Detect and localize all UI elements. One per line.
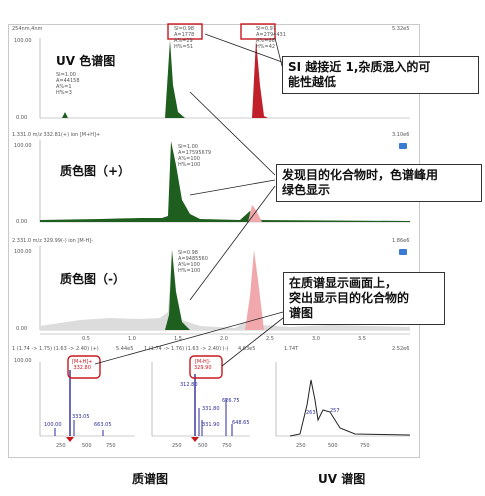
ms-neg-noise bbox=[40, 250, 410, 330]
ms-neg-marker bbox=[191, 437, 199, 442]
uv-peak-1-label: SI=1.00 A=44158 A%=1 H%=3 bbox=[56, 72, 80, 96]
ms-neg-box-label: [M-H]- 329.90 bbox=[194, 359, 212, 371]
uv-peak-2-label: SI=0.98 A=1778 A%=29 H%=51 bbox=[174, 26, 195, 50]
arrow-ms-1 bbox=[94, 311, 284, 365]
ms-pos-ymin: 0.00 bbox=[16, 219, 28, 225]
arrows bbox=[94, 33, 284, 367]
arrow-si-2 bbox=[274, 37, 283, 67]
uv-title: UV 色谱图 bbox=[56, 54, 116, 68]
uv-header-left: 254nm,4nm bbox=[12, 26, 43, 32]
spec-x-tick: 500 bbox=[328, 443, 338, 449]
x-tick: 1.5 bbox=[174, 336, 182, 342]
x-tick: 3.5 bbox=[358, 336, 366, 342]
ms-neg-ymin: 0.00 bbox=[16, 326, 28, 332]
x-tick: 1.0 bbox=[128, 336, 136, 342]
ms-neg-peak: 312.80 bbox=[180, 382, 198, 388]
uv-header-right: 5.32e5 bbox=[392, 26, 410, 32]
ms-pos-header-left: 1.331.0 m/z 332.81(+) ion [M+H]+ bbox=[12, 132, 101, 138]
spec-x-tick: 250 bbox=[296, 443, 306, 449]
spec-x-tick: 750 bbox=[360, 443, 370, 449]
spectra-header-d: 4.63e5 bbox=[238, 346, 256, 352]
arrow-green-3 bbox=[189, 185, 276, 301]
chromatogram-window bbox=[8, 24, 420, 458]
spectra-header-f: 2.52e6 bbox=[392, 346, 410, 352]
arrow-ms-2 bbox=[221, 317, 284, 367]
ms-pos-header-right: 3.10e6 bbox=[392, 132, 410, 138]
ms-neg-peak-label: SI=0.98 A=9485560 A%=100 H%=100 bbox=[178, 250, 208, 274]
spectra-header-c: 1 (1.74 -> 1.76) (1.63 -> 2.40) (-) bbox=[144, 346, 229, 352]
uv-spec-peak: 257 bbox=[330, 408, 340, 414]
si-highlight-box-2 bbox=[240, 23, 276, 40]
ms-neg-impurity-hint bbox=[245, 250, 264, 330]
si-callout: SI 越接近 1,杂质混入的可 能性越低 bbox=[282, 56, 479, 94]
ms-pos-peak-label: SI=1.00 A=17595679 A%=100 H%=100 bbox=[178, 144, 212, 168]
ms-neg-peak: 331.90 bbox=[202, 422, 220, 428]
si-highlight-box bbox=[167, 23, 203, 40]
ms-pos-peak: 663.05 bbox=[94, 422, 112, 428]
x-tick: 2.0 bbox=[220, 336, 228, 342]
spectra-ymax: 100.00 bbox=[14, 358, 32, 364]
spec-x-tick: 750 bbox=[222, 443, 232, 449]
arrow-green-2 bbox=[189, 179, 276, 196]
uv-spectrum-caption: UV 谱图 bbox=[318, 472, 366, 486]
ms-pos-ymax: 100.00 bbox=[14, 143, 32, 149]
ms-pos-peak: 100.00 bbox=[44, 422, 62, 428]
ms-pos-panel-icon[interactable] bbox=[399, 143, 407, 149]
x-tick: 3.0 bbox=[312, 336, 320, 342]
spectra-header-e: 1.74T bbox=[284, 346, 299, 352]
arrow-si-1 bbox=[204, 33, 283, 63]
x-tick: 0.5 bbox=[82, 336, 90, 342]
arrow-green-1 bbox=[189, 91, 276, 176]
ms-neg-highlight-box bbox=[189, 355, 223, 379]
uv-spectrum-curve bbox=[289, 379, 411, 437]
ms-pos-box-label: [M+H]+ 332.80 bbox=[72, 359, 93, 371]
uv-spec-peak: 263 bbox=[306, 410, 316, 416]
ms-neg-title: 质色图（-） bbox=[60, 272, 125, 286]
uv-panel bbox=[39, 38, 410, 119]
ms-neg-ymax: 100.00 bbox=[14, 249, 32, 255]
spec-x-tick: 500 bbox=[82, 443, 92, 449]
spec-x-tick: 750 bbox=[106, 443, 116, 449]
ms-pos-highlight-box bbox=[67, 355, 101, 379]
x-tick: 2.5 bbox=[266, 336, 274, 342]
green-peak-callout: 发现目的化合物时，色谱峰用 绿色显示 bbox=[276, 164, 482, 202]
uv-ymax: 100.00 bbox=[14, 38, 32, 44]
ms-neg-peak: 626.75 bbox=[222, 398, 240, 404]
spectra-header-a: 1 (1.74 -> 1.75) (1.63 -> 2.40) (+) bbox=[12, 346, 99, 352]
spectra-row bbox=[39, 362, 411, 442]
ms-pos-title: 质色图（+） bbox=[60, 164, 131, 178]
uv-peak-3-label: SI=0.97 A=2794431 A%=66 H%=42 bbox=[256, 26, 286, 50]
ms-neg-peak: 331.80 bbox=[202, 406, 220, 412]
highlight-callout: 在质谱显示画面上， 突出显示目的化合物的 谱图 bbox=[283, 272, 445, 325]
spec-x-tick: 250 bbox=[56, 443, 66, 449]
uv-impurity-peak bbox=[248, 40, 268, 118]
uv-target-peak bbox=[150, 40, 185, 118]
ms-neg-peak: 648.65 bbox=[232, 420, 250, 426]
ms-neg-header-left: 2.331.0 m/z 329.99(-) ion [M-H]- bbox=[12, 238, 94, 244]
spectra-header-b: 5.44e5 bbox=[116, 346, 134, 352]
ms-neg-header-right: 1.86e6 bbox=[392, 238, 410, 244]
ms-pos-marker bbox=[66, 437, 74, 442]
ms-neg-panel-icon[interactable] bbox=[399, 249, 407, 255]
ms-spectrum-caption: 质谱图 bbox=[132, 472, 169, 486]
ms-neg-target-peak bbox=[165, 250, 190, 330]
uv-small-peak bbox=[62, 112, 68, 118]
spec-x-tick: 500 bbox=[198, 443, 208, 449]
uv-ymin: 0.00 bbox=[16, 115, 28, 121]
ms-pos-peak: 333.05 bbox=[72, 414, 90, 420]
spec-x-tick: 250 bbox=[172, 443, 182, 449]
ms-neg-panel bbox=[39, 246, 410, 331]
